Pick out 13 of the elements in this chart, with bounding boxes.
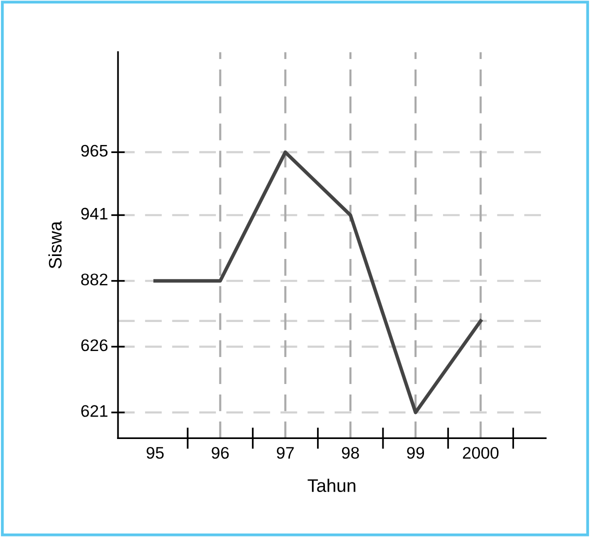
- x-tick-label: 99: [407, 446, 424, 459]
- x-tick-label: 98: [342, 446, 359, 459]
- y-axis-title: Siswa: [48, 221, 62, 268]
- x-tick-label: 95: [146, 446, 164, 459]
- text: 941: [81, 208, 108, 220]
- x-axis-title: Tahun: [308, 478, 356, 492]
- x-tick-label: 97: [276, 446, 294, 459]
- x-tick-label: 96: [212, 446, 229, 459]
- x-tick-label: 2000: [462, 446, 499, 459]
- text: 965: [81, 144, 108, 157]
- text: 626: [81, 339, 108, 352]
- text: 621: [81, 405, 108, 417]
- text: 882: [81, 274, 108, 286]
